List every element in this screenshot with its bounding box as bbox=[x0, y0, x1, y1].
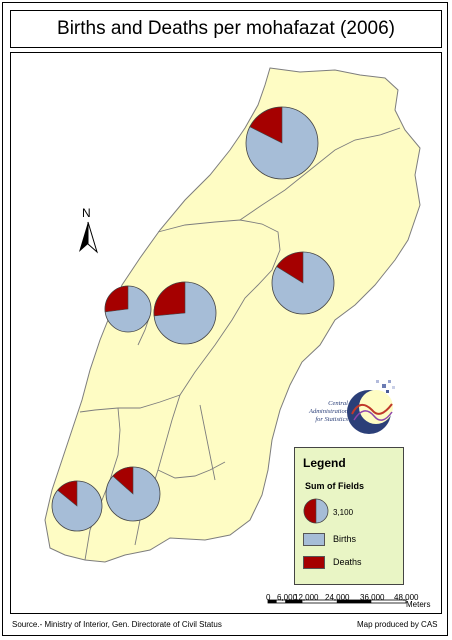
north-arrow-icon bbox=[79, 221, 98, 254]
legend-subtitle: Sum of Fields bbox=[305, 481, 365, 491]
scale-tick: 24,000 bbox=[325, 593, 350, 602]
pie-chart-beirut bbox=[104, 285, 152, 333]
legend-swatch-deaths bbox=[303, 556, 325, 569]
pie-chart-north bbox=[245, 106, 319, 180]
scale-tick: 6,000 bbox=[277, 593, 298, 602]
legend-box: Legend Sum of Fields 3,100 Births Deaths bbox=[294, 447, 404, 585]
legend-title: Legend bbox=[303, 456, 346, 470]
scale-tick: 36,000 bbox=[360, 593, 385, 602]
legend-label-births: Births bbox=[333, 534, 357, 544]
source-note: Source.- Ministry of Interior, Gen. Dire… bbox=[12, 620, 222, 629]
legend-label-deaths: Deaths bbox=[333, 557, 362, 567]
pie-chart-mount-lebanon bbox=[153, 281, 217, 345]
cas-logo-line: Administration bbox=[308, 408, 348, 415]
credit-note: Map produced by CAS bbox=[357, 620, 438, 629]
pie-chart-nabatieh bbox=[105, 466, 161, 522]
legend-size-value: 3,100 bbox=[333, 508, 354, 517]
cas-logo-icon bbox=[347, 380, 395, 434]
lebanon-outline bbox=[44, 67, 421, 563]
map-area bbox=[10, 52, 442, 614]
scale-bar bbox=[267, 599, 407, 604]
title-box: Births and Deaths per mohafazat (2006) bbox=[10, 10, 442, 48]
north-label: N bbox=[82, 206, 91, 220]
scale-unit: Meters bbox=[406, 600, 431, 609]
pie-chart-south bbox=[51, 480, 103, 532]
legend-pie-symbol bbox=[303, 498, 329, 524]
scale-tick: 48,000 bbox=[394, 593, 419, 602]
scale-tick: 0 bbox=[266, 593, 271, 602]
legend-swatch-births bbox=[303, 533, 325, 546]
pie-chart-bekaa bbox=[271, 251, 335, 315]
map-title: Births and Deaths per mohafazat (2006) bbox=[57, 18, 395, 39]
cas-logo-text: Central Administration for Statistics bbox=[308, 400, 348, 424]
scale-tick: 12,000 bbox=[294, 593, 319, 602]
cas-logo-line: for Statistics bbox=[315, 416, 348, 423]
cas-logo-line: Central bbox=[328, 400, 348, 407]
